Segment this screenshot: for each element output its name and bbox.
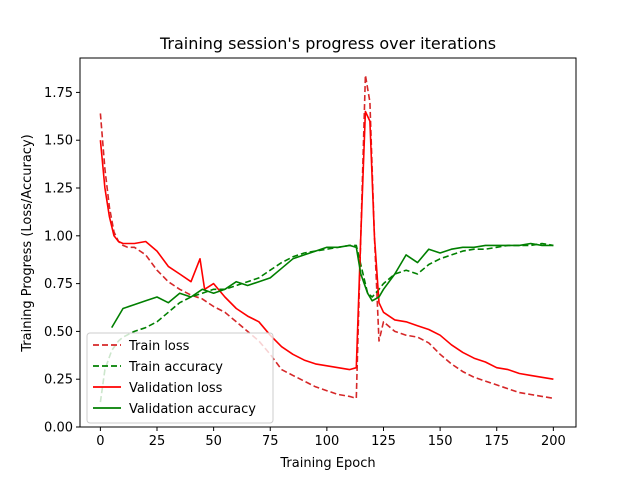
x-tick-label: 25 [149,434,166,449]
x-tick-label: 50 [205,434,222,449]
x-tick-label: 0 [96,434,104,449]
y-tick-label: 1.25 [44,182,73,197]
y-axis-title: Training Progress (Loss/Accuracy) [20,134,35,352]
series-line-validation-loss [99,110,554,380]
y-tick-label: 1.50 [44,134,73,149]
y-tick-label: 0.00 [44,421,73,436]
x-tick-label: 150 [428,434,453,449]
legend-label-train-loss: Train loss [128,339,190,354]
y-tick-label: 0.75 [44,277,73,292]
chart-title: Training session's progress over iterati… [159,34,496,53]
y-tick-label: 1.75 [44,86,73,101]
x-tick-label: 75 [262,434,279,449]
x-tick-label: 100 [314,434,339,449]
y-axis: 0.00 0.25 0.50 0.75 1.00 1.25 1.50 1.75 [44,86,80,436]
y-tick-label: 1.00 [44,229,73,244]
x-tick-label: 200 [541,434,566,449]
x-tick-label: 125 [371,434,396,449]
y-tick-label: 0.25 [44,373,73,388]
x-axis-title: Training Epoch [279,456,375,471]
legend-label-validation-accuracy: Validation accuracy [129,402,256,417]
y-tick-label: 0.50 [44,325,73,340]
series-lines [99,74,554,403]
plot-frame [79,57,577,428]
legend-label-validation-loss: Validation loss [129,381,223,396]
series-line-validation-accuracy [111,242,554,329]
x-tick-label: 175 [484,434,509,449]
legend-box [86,332,274,424]
series-line-train-accuracy [99,242,554,403]
legend-label-train-accuracy: Train accuracy [128,360,223,375]
x-axis: 0 25 50 75 100 125 150 175 200 [96,427,566,449]
legend: Train loss Train accuracy Validation loss V… [86,332,274,424]
series-line-train-loss [99,74,554,400]
